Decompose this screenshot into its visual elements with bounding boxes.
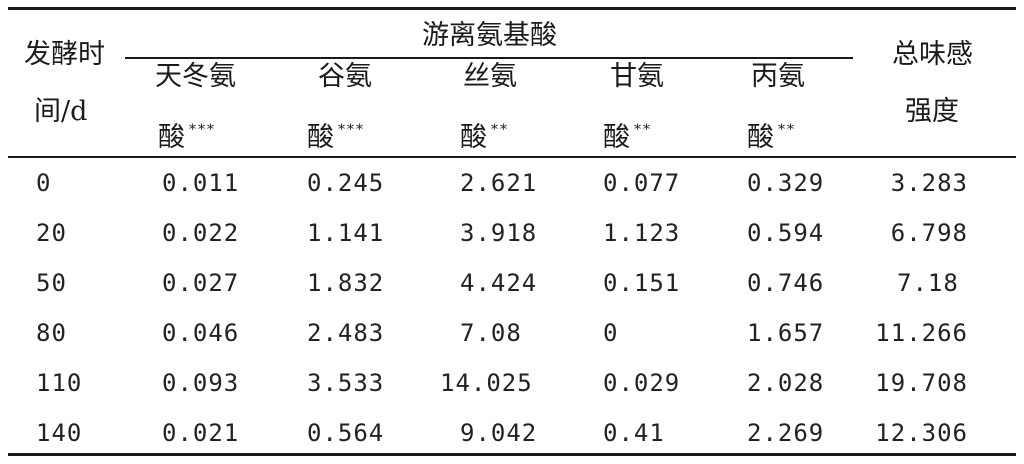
value-cell: 0.029 (603, 369, 681, 397)
value-cell: 1.123 (603, 219, 681, 247)
value-cell: 0.746 (747, 269, 825, 297)
value-cell: 0.027 (162, 269, 240, 297)
total-header-line1: 总味感 (892, 39, 973, 70)
significance-stars: ** (634, 122, 652, 138)
value-cell: 0.093 (162, 369, 240, 397)
total-cell: 12.306 (875, 419, 968, 447)
significance-stars: ** (491, 122, 509, 138)
value-cell: 2.269 (747, 419, 825, 447)
value-cell: 0.41 (603, 419, 665, 447)
value-cell: 3.533 (307, 369, 385, 397)
column-header-word: 酸 (460, 122, 487, 153)
column-header-word: 酸 (307, 122, 334, 153)
column-header-line2: 酸 ** (603, 123, 652, 151)
column-header-line1: 谷氨 (318, 61, 372, 92)
value-cell: 0.046 (162, 319, 240, 347)
value-cell: 0.022 (162, 219, 240, 247)
total-header-line2: 强度 (905, 96, 959, 127)
value-cell: 0 (603, 319, 619, 347)
total-cell: 11.266 (875, 319, 968, 347)
significance-stars: ** (778, 122, 796, 138)
value-cell: 1.141 (307, 219, 385, 247)
column-header-word: 酸 (747, 122, 774, 153)
day-cell: 20 (36, 219, 67, 247)
column-header-line2: 酸 *** (307, 123, 365, 151)
table-bottom-rule (8, 453, 1016, 456)
day-cell: 110 (36, 369, 83, 397)
value-cell: 0.564 (307, 419, 385, 447)
value-cell: 7.08 (460, 319, 522, 347)
value-cell: 0.594 (747, 219, 825, 247)
column-header-word: 酸 (158, 122, 185, 153)
column-header-line2: 酸 ** (747, 123, 796, 151)
group-header-title: 游离氨基酸 (422, 20, 557, 51)
column-header-line2: 酸 *** (158, 123, 216, 151)
value-cell: 2.621 (460, 169, 538, 197)
column-header-line1: 天冬氨 (155, 61, 236, 92)
group-header-rule (125, 57, 853, 59)
total-cell: 19.708 (875, 369, 968, 397)
value-cell: 0.011 (162, 169, 240, 197)
header-bottom-rule (8, 156, 1016, 158)
value-cell: 2.483 (307, 319, 385, 347)
value-cell: 2.028 (747, 369, 825, 397)
column-header-line1: 丝氨 (463, 61, 517, 92)
row-header-line1: 发酵时 (24, 39, 105, 70)
column-header-line1: 丙氨 (751, 61, 805, 92)
value-cell: 14.025 (440, 369, 533, 397)
value-cell: 0.151 (603, 269, 681, 297)
column-header-line2: 酸 ** (460, 123, 509, 151)
total-cell: 3.283 (890, 169, 968, 197)
value-cell: 0.245 (307, 169, 385, 197)
significance-stars: *** (338, 122, 365, 138)
row-header-line2: 间/d (34, 96, 88, 127)
day-cell: 80 (36, 319, 67, 347)
value-cell: 4.424 (460, 269, 538, 297)
column-header-line1: 甘氨 (610, 61, 664, 92)
total-cell: 6.798 (890, 219, 968, 247)
value-cell: 0.021 (162, 419, 240, 447)
table-top-rule (8, 7, 1016, 10)
value-cell: 0.329 (747, 169, 825, 197)
value-cell: 0.077 (603, 169, 681, 197)
total-cell: 7.18 (897, 269, 959, 297)
day-cell: 0 (36, 169, 52, 197)
value-cell: 3.918 (460, 219, 538, 247)
column-header-word: 酸 (603, 122, 630, 153)
day-cell: 140 (36, 419, 83, 447)
value-cell: 9.042 (460, 419, 538, 447)
value-cell: 1.832 (307, 269, 385, 297)
day-cell: 50 (36, 269, 67, 297)
significance-stars: *** (189, 122, 216, 138)
value-cell: 1.657 (747, 319, 825, 347)
